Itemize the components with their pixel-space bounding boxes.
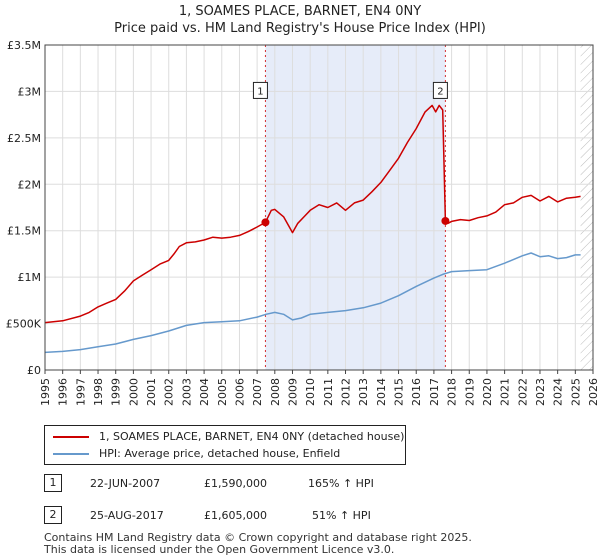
footer-licence: This data is licensed under the Open Gov… bbox=[44, 543, 395, 556]
legend-item-hpi: HPI: Average price, detached house, Enfi… bbox=[53, 447, 340, 460]
x-tick-label: 1997 bbox=[74, 378, 87, 406]
x-tick-label: 2007 bbox=[251, 378, 264, 406]
y-tick-label: £1.5M bbox=[7, 225, 41, 238]
transaction-badge: 2 bbox=[44, 506, 62, 524]
y-tick-label: £500K bbox=[6, 318, 42, 331]
x-tick-label: 1999 bbox=[110, 378, 123, 406]
forecast-hatch bbox=[580, 45, 593, 370]
x-tick-label: 2013 bbox=[357, 378, 370, 406]
sale-point bbox=[261, 218, 270, 227]
price-chart: £0 £500K £1M £1.5M £2M £2.5M £3M £3.5M 1995 1996 1… bbox=[6, 39, 600, 406]
x-tick-label: 2025 bbox=[569, 378, 582, 406]
transaction-hpi: 51% ↑ HPI bbox=[312, 509, 371, 522]
x-tick-label: 2018 bbox=[446, 378, 459, 406]
x-tick-label: 2023 bbox=[534, 378, 547, 406]
transaction-hpi: 165% ↑ HPI bbox=[308, 477, 374, 490]
x-tick-label: 2005 bbox=[216, 378, 229, 406]
x-tick-label: 2016 bbox=[410, 378, 423, 406]
x-tick-label: 1995 bbox=[39, 378, 52, 406]
y-tick-label: £1M bbox=[18, 271, 42, 284]
sale-label: 1 bbox=[257, 86, 263, 97]
x-tick-label: 2010 bbox=[304, 378, 317, 406]
legend-swatch-property bbox=[53, 435, 89, 438]
x-tick-label: 2003 bbox=[180, 378, 193, 406]
x-tick-label: 2012 bbox=[340, 378, 353, 406]
transaction-price: £1,590,000 bbox=[204, 477, 267, 490]
sale-interval-shade bbox=[265, 45, 446, 370]
hpi-series-line bbox=[44, 252, 581, 354]
property-series-line bbox=[44, 104, 581, 324]
transaction-date: 22-JUN-2007 bbox=[90, 477, 161, 490]
x-tick-label: 2000 bbox=[127, 378, 140, 406]
x-tick-label: 1998 bbox=[92, 378, 105, 406]
x-tick-label: 2015 bbox=[393, 378, 406, 406]
chart-title: 1, SOAMES PLACE, BARNET, EN4 0NY bbox=[178, 4, 422, 19]
sale-point bbox=[441, 216, 450, 225]
x-tick-label: 2024 bbox=[552, 378, 565, 406]
legend-label-hpi: HPI: Average price, detached house, Enfi… bbox=[99, 447, 341, 460]
transaction-badge: 1 bbox=[44, 474, 62, 492]
x-tick-label: 2021 bbox=[499, 378, 512, 406]
chart-subtitle: Price paid vs. HM Land Registry's House … bbox=[114, 21, 486, 36]
transaction-date: 25-AUG-2017 bbox=[90, 509, 164, 522]
x-tick-label: 2009 bbox=[286, 378, 299, 406]
legend-swatch-hpi bbox=[53, 452, 89, 455]
x-tick-label: 2026 bbox=[587, 378, 600, 406]
plot-frame bbox=[44, 44, 594, 371]
legend: 1, SOAMES PLACE, BARNET, EN4 0NY (detach… bbox=[44, 425, 406, 465]
x-tick-label: 2017 bbox=[428, 378, 441, 406]
y-tick-label: £0 bbox=[27, 364, 41, 377]
y-tick-label: £3M bbox=[18, 85, 42, 98]
legend-item-property: 1, SOAMES PLACE, BARNET, EN4 0NY (detach… bbox=[53, 430, 404, 443]
x-tick-label: 2001 bbox=[145, 378, 158, 406]
x-tick-label: 2022 bbox=[516, 378, 529, 406]
x-tick-label: 2014 bbox=[375, 378, 388, 406]
y-tick-label: £2M bbox=[18, 178, 42, 191]
x-tick-label: 2019 bbox=[463, 378, 476, 406]
transaction-price: £1,605,000 bbox=[204, 509, 267, 522]
sale-label: 2 bbox=[437, 86, 443, 97]
footer-copyright: Contains HM Land Registry data © Crown c… bbox=[44, 531, 472, 544]
y-tick-label: £2.5M bbox=[7, 132, 41, 145]
x-tick-label: 2006 bbox=[233, 378, 246, 406]
x-tick-label: 2020 bbox=[481, 378, 494, 406]
x-tick-label: 2002 bbox=[163, 378, 176, 406]
x-tick-label: 1996 bbox=[57, 378, 70, 406]
legend-label-property: 1, SOAMES PLACE, BARNET, EN4 0NY (detach… bbox=[99, 430, 405, 443]
sale-label-box bbox=[432, 81, 448, 99]
x-tick-label: 2004 bbox=[198, 378, 211, 406]
x-tick-label: 2011 bbox=[322, 378, 335, 406]
y-tick-label: £3.5M bbox=[7, 39, 41, 52]
x-tick-label: 2008 bbox=[269, 378, 282, 406]
sale-label-box bbox=[252, 81, 268, 99]
